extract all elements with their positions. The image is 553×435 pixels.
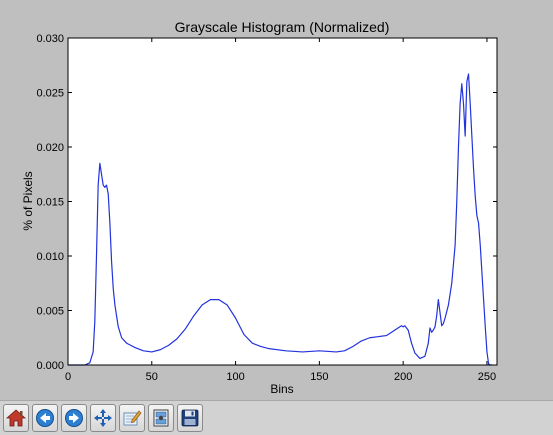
x-tick-label: 150 (310, 371, 328, 383)
y-tick-label: 0.030 (36, 33, 64, 45)
y-ticks: 0.000 0.005 0.010 0.015 0.020 0.025 0.030 (36, 33, 497, 372)
y-tick-label: 0.015 (36, 197, 64, 209)
navigation-toolbar (0, 400, 553, 435)
x-tick-label: 100 (226, 371, 244, 383)
home-button[interactable] (3, 404, 29, 432)
x-tick-label: 0 (65, 371, 71, 383)
y-tick-label: 0.025 (36, 88, 64, 100)
configure-subplots-icon (153, 409, 169, 427)
configure-subplots-button[interactable] (148, 404, 174, 432)
y-tick-label: 0.005 (36, 306, 64, 318)
save-button[interactable] (177, 404, 203, 432)
y-axis-label: % of Pixels (21, 171, 35, 230)
pan-move-icon (94, 409, 112, 427)
zoom-rectangle-icon (123, 410, 142, 426)
save-floppy-icon (181, 409, 199, 427)
back-button[interactable] (32, 404, 58, 432)
forward-arrow-icon (65, 409, 83, 427)
x-tick-label: 250 (478, 371, 496, 383)
x-tick-label: 200 (394, 371, 412, 383)
x-tick-label: 50 (146, 371, 158, 383)
x-ticks: 0 50 100 150 200 250 (65, 38, 496, 383)
y-tick-label: 0.010 (36, 251, 64, 263)
axes-background (68, 38, 497, 365)
histogram-line (68, 73, 492, 366)
y-tick-label: 0.000 (36, 360, 64, 372)
zoom-button[interactable] (119, 404, 145, 432)
pan-button[interactable] (90, 404, 116, 432)
y-tick-label: 0.020 (36, 142, 64, 154)
series-layer (68, 73, 492, 366)
forward-button[interactable] (61, 404, 87, 432)
histogram-chart: 0 50 100 150 200 250 0.000 0.005 0.010 0.015 0.02… (21, 19, 498, 396)
x-axis-label: Bins (270, 382, 293, 396)
back-arrow-icon (36, 409, 54, 427)
chart-title: Grayscale Histogram (Normalized) (175, 19, 390, 35)
home-icon (6, 409, 26, 427)
